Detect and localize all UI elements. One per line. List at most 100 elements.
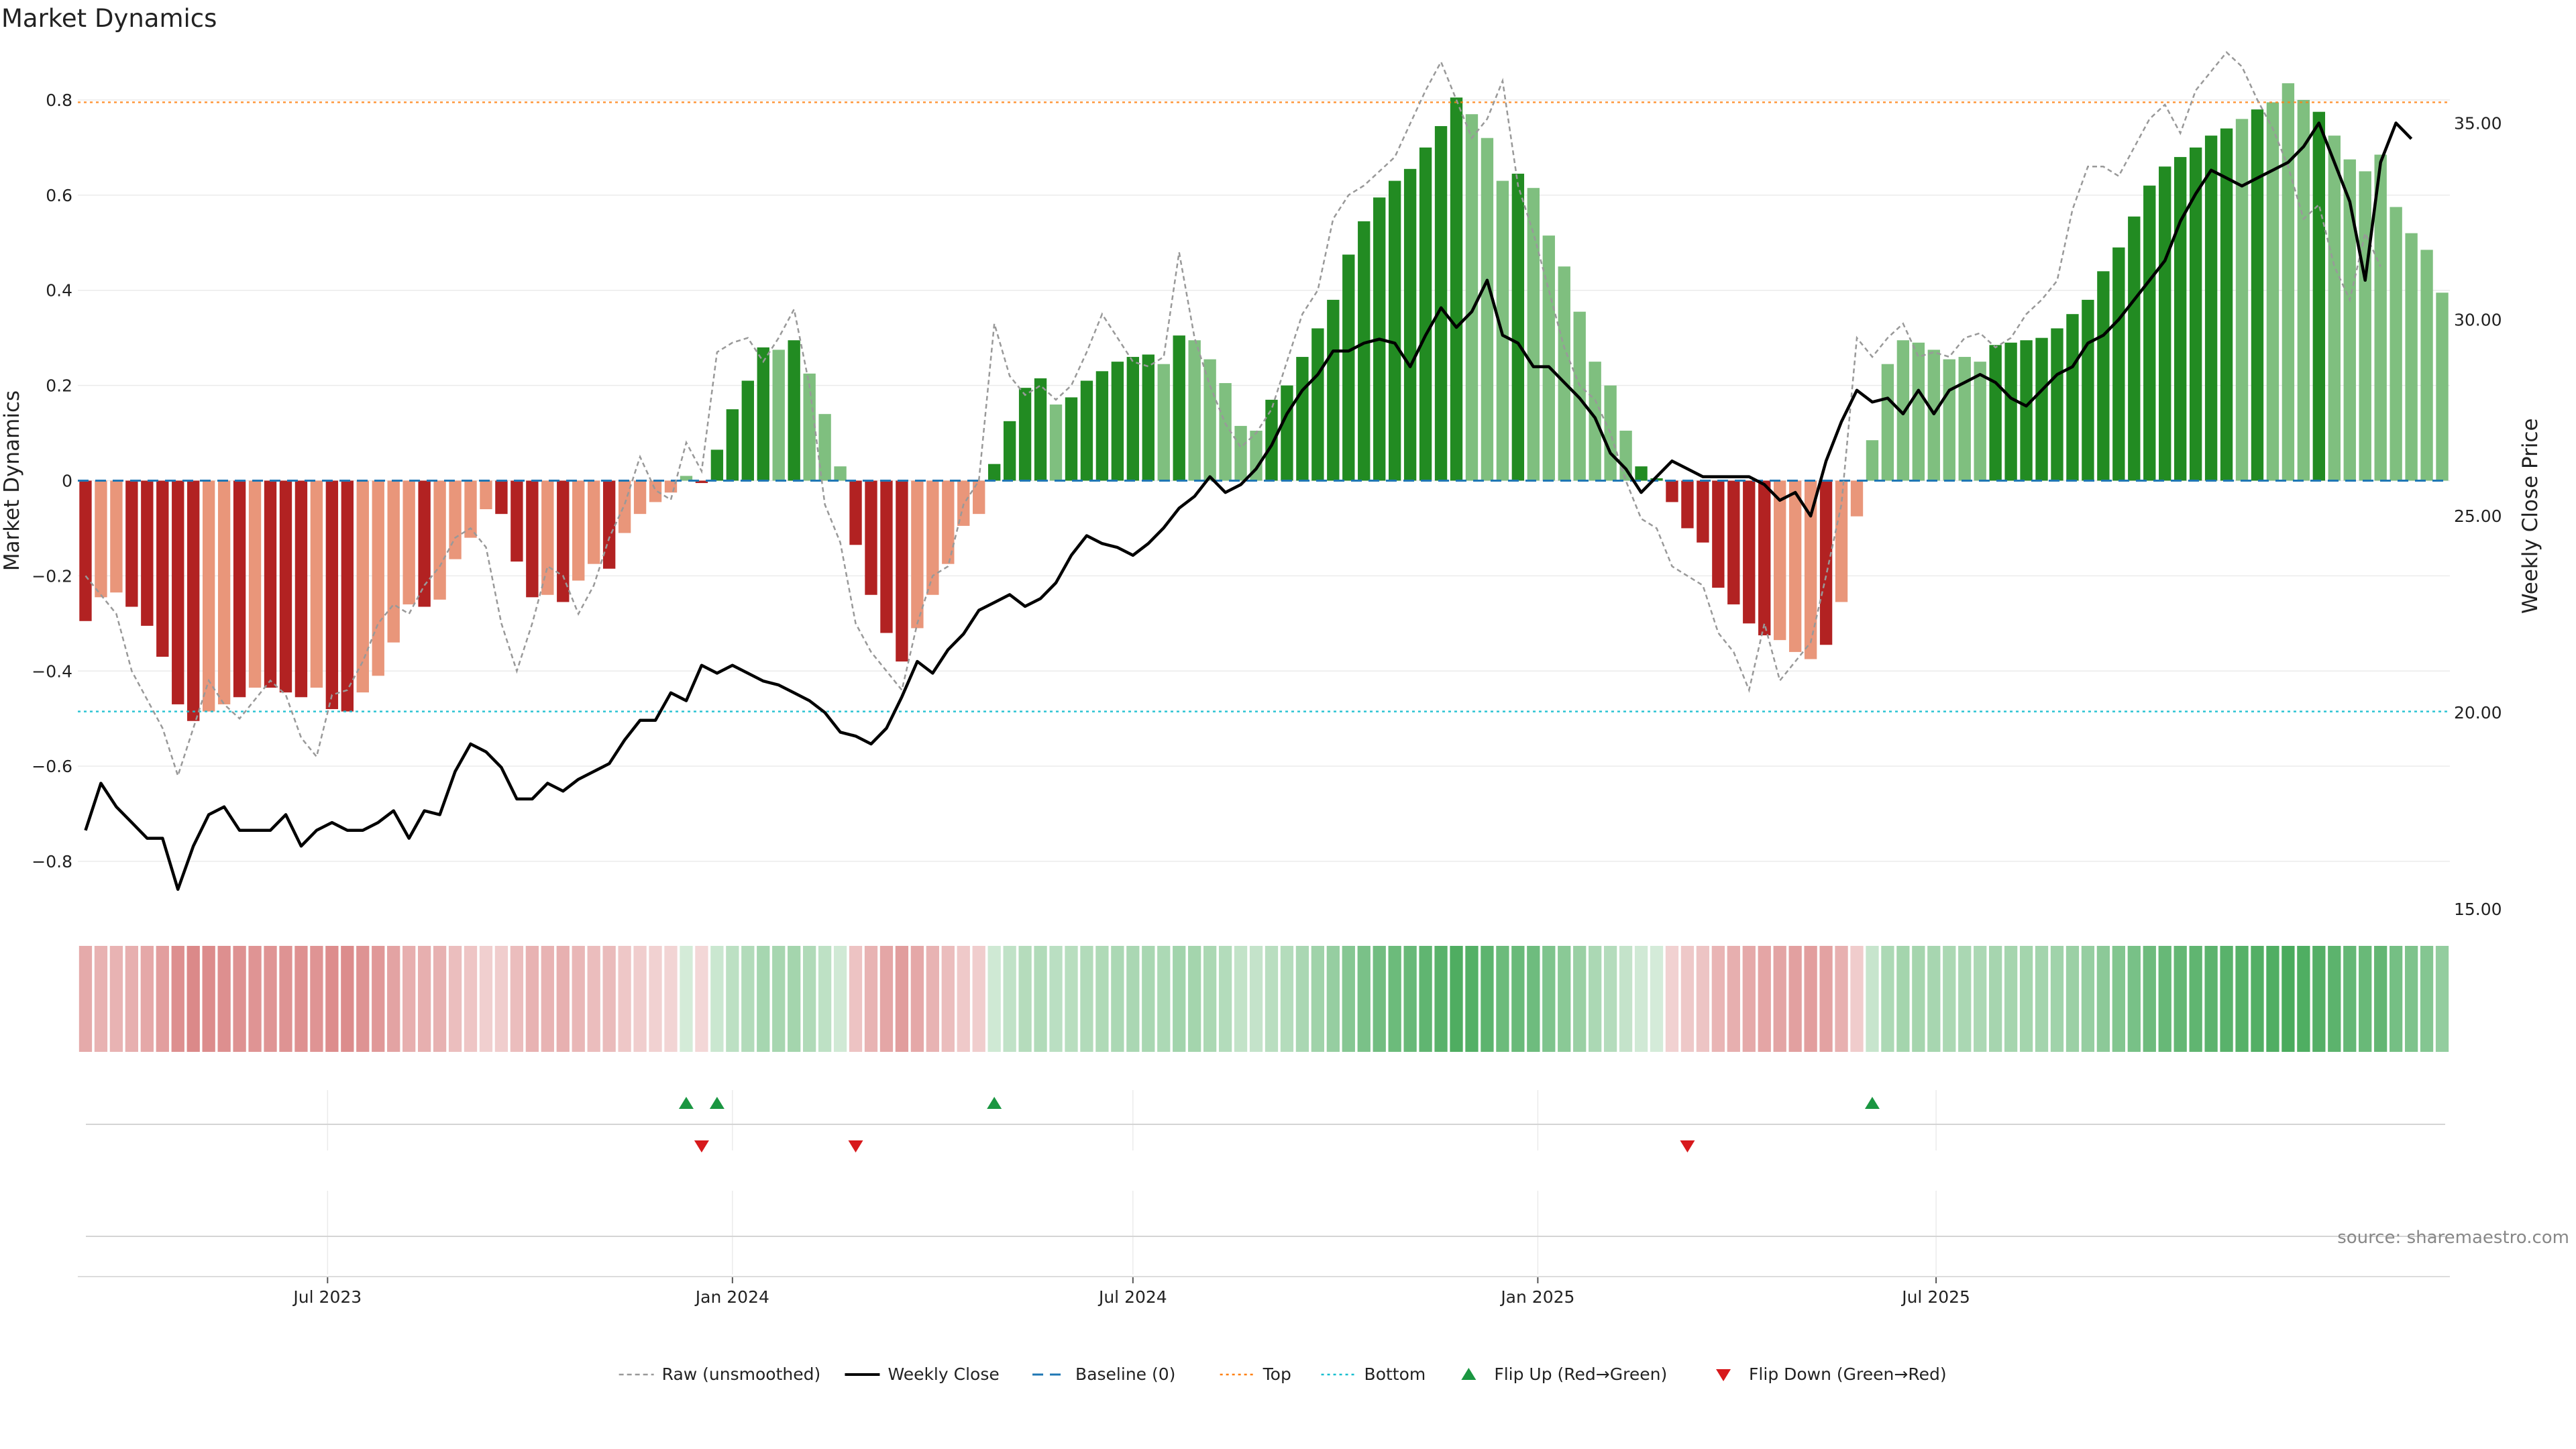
bar-142 (2266, 102, 2279, 481)
heat-cell-90 (1465, 946, 1479, 1052)
legend-item-top: Top (1220, 1364, 1291, 1384)
heat-cell-112 (1804, 946, 1817, 1052)
heat-cell-83 (1357, 946, 1371, 1052)
bar-140 (2235, 119, 2249, 481)
flip-down-marker (694, 1140, 709, 1152)
bar-106 (1712, 480, 1725, 588)
bar-82 (1342, 254, 1355, 481)
bar-61 (1018, 388, 1032, 481)
heat-cell-145 (2312, 946, 2326, 1052)
heat-cell-35 (618, 946, 631, 1052)
bar-77 (1265, 399, 1278, 481)
heatmap-strip (78, 946, 2449, 1052)
weekly-close-line (84, 121, 2413, 891)
heat-cell-140 (2235, 946, 2249, 1052)
heat-cell-3 (125, 946, 139, 1052)
bar-134 (2143, 185, 2156, 481)
heat-cell-149 (2374, 946, 2387, 1052)
heat-cell-128 (2050, 946, 2064, 1052)
legend-swatch-flip-down (1716, 1369, 1731, 1381)
heat-cell-144 (2297, 946, 2310, 1052)
bar-131 (2097, 271, 2110, 481)
bar-91 (1481, 138, 1494, 481)
heat-cell-143 (2282, 946, 2295, 1052)
heat-cell-108 (1742, 946, 1756, 1052)
heat-cell-79 (1295, 946, 1309, 1052)
bar-151 (2405, 233, 2418, 481)
flip-markers-panel (86, 1090, 2445, 1152)
heat-cell-117 (1881, 946, 1894, 1052)
heat-cell-129 (2065, 946, 2080, 1052)
heat-cell-51 (864, 946, 878, 1052)
bar-6 (172, 480, 184, 704)
heat-cell-85 (1388, 946, 1401, 1052)
heat-cell-24 (448, 946, 462, 1052)
bar-26 (480, 480, 492, 510)
heat-cell-148 (2359, 946, 2372, 1052)
flip-up-marker (709, 1097, 724, 1109)
heat-cell-127 (2035, 946, 2049, 1052)
heat-cell-77 (1265, 946, 1279, 1052)
bar-78 (1281, 385, 1293, 481)
heat-cell-63 (1049, 946, 1063, 1052)
bar-42 (726, 409, 739, 481)
heat-cell-116 (1866, 946, 1879, 1052)
bar-79 (1296, 357, 1309, 481)
heat-cell-87 (1419, 946, 1432, 1052)
heat-cell-132 (2112, 946, 2125, 1052)
heat-cell-118 (1896, 946, 1910, 1052)
bar-121 (1943, 359, 1955, 481)
bar-103 (1666, 480, 1678, 502)
heat-cell-137 (2189, 946, 2202, 1052)
bar-12 (264, 480, 277, 688)
bar-102 (1650, 478, 1663, 481)
bar-5 (156, 480, 169, 657)
heat-cell-12 (264, 946, 277, 1052)
bar-3 (125, 480, 138, 607)
heat-cell-93 (1511, 946, 1525, 1052)
x-tick-label: Jan 2025 (1499, 1287, 1574, 1307)
heat-cell-153 (2435, 946, 2449, 1052)
bar-43 (741, 380, 754, 481)
heat-cell-121 (1943, 946, 1956, 1052)
heat-cell-49 (833, 946, 847, 1052)
heat-cell-123 (1974, 946, 1987, 1052)
y-right-tick-label: 35.00 (2454, 113, 2502, 133)
y-left-tick-label: 0.6 (46, 186, 72, 205)
heat-cell-136 (2174, 946, 2187, 1052)
y-left-tick-label: −0.2 (32, 566, 72, 586)
bar-129 (2066, 314, 2079, 481)
legend: Raw (unsmoothed) Weekly Close Baseline (0)… (619, 1364, 1947, 1384)
heat-cell-56 (941, 946, 955, 1052)
bar-153 (2436, 292, 2449, 481)
heat-cell-26 (479, 946, 493, 1052)
heat-cell-40 (695, 946, 708, 1052)
bar-110 (1774, 480, 1786, 641)
y-left-tick-label: 0.4 (46, 281, 72, 301)
heat-cell-81 (1326, 946, 1340, 1052)
bar-15 (310, 480, 323, 688)
y-right-tick-label: 30.00 (2454, 310, 2502, 329)
heat-cell-125 (2004, 946, 2018, 1052)
bar-27 (495, 480, 508, 515)
bar-40 (695, 480, 708, 484)
bar-47 (803, 373, 816, 481)
heat-cell-6 (171, 946, 184, 1052)
heat-cell-82 (1342, 946, 1355, 1052)
heat-cell-107 (1727, 946, 1740, 1052)
bar-95 (1542, 235, 1555, 481)
bar-39 (680, 476, 693, 481)
bar-29 (526, 480, 539, 598)
heat-cell-34 (602, 946, 616, 1052)
bar-16 (325, 480, 339, 710)
bar-101 (1635, 466, 1648, 481)
heat-cell-97 (1573, 946, 1587, 1052)
heat-cell-17 (341, 946, 354, 1052)
heat-cell-71 (1173, 946, 1186, 1052)
bar-117 (1881, 364, 1894, 481)
y-right-tick-label: 25.00 (2454, 506, 2502, 526)
heat-cell-30 (541, 946, 554, 1052)
heat-cell-31 (556, 946, 570, 1052)
bar-75 (1234, 425, 1247, 481)
x-tick-label: Jul 2025 (1900, 1287, 1970, 1307)
